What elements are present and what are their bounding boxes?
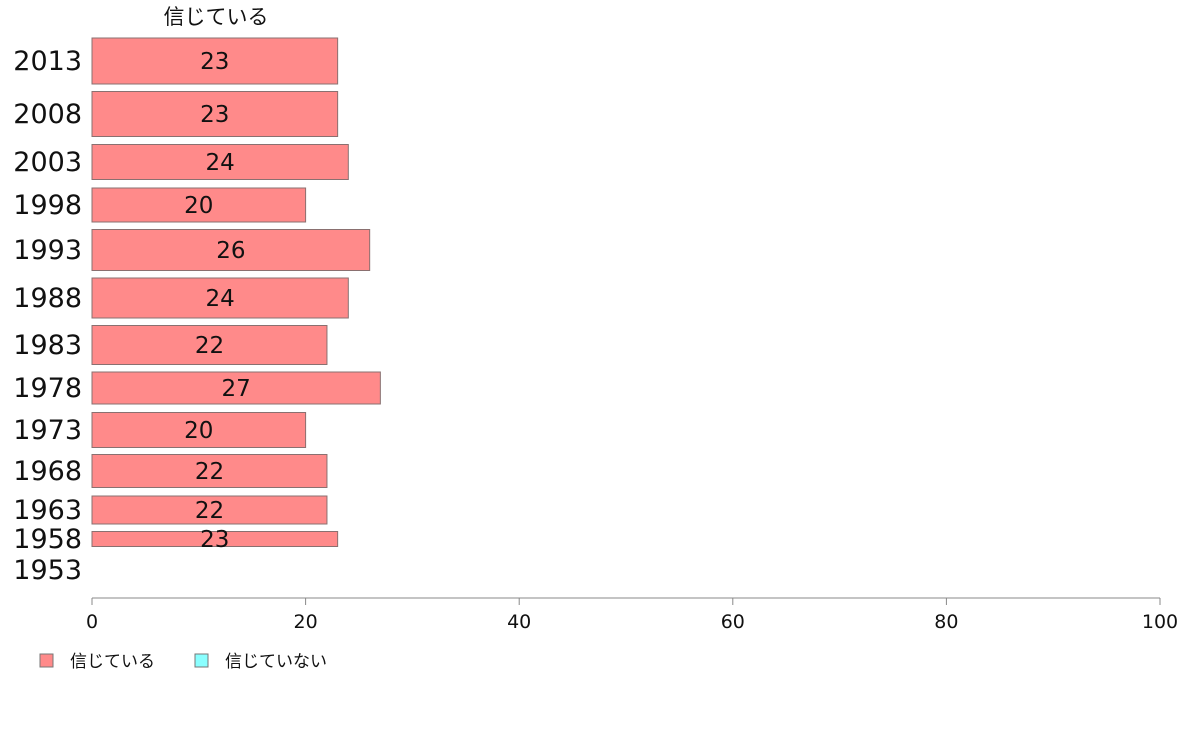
column-title: 信じている [164,5,269,29]
bar-value-label: 23 [200,102,229,128]
legend: 信じている 信じていない [39,652,327,672]
bar-value-label: 22 [195,498,224,524]
bar-value-label: 24 [206,150,235,176]
bar-1993 [91,229,371,271]
legend-label: 信じていない [225,652,327,672]
year-label: 1998 [13,190,82,221]
year-label: 1963 [13,495,82,526]
x-tick-label: 0 [86,611,98,633]
year-label: 1958 [13,524,82,555]
bar-value-label: 22 [195,459,224,485]
x-tick-label: 100 [1142,611,1178,633]
bar-value-label: 23 [200,49,229,75]
bar-value-label: 27 [222,376,251,402]
bar-1963 [91,495,328,525]
year-labels-group: 2013 2008 2003 1998 1993 1988 1983 1978 1973 1968… [13,46,82,586]
x-tick-label: 20 [294,611,318,633]
bar-1998 [91,187,307,223]
year-label: 1978 [13,373,82,404]
bar-1968 [91,454,328,488]
bar-value-label: 24 [206,286,235,312]
x-tick-label: 40 [507,611,531,633]
bar-2013 [91,37,339,85]
year-label: 2008 [13,99,82,130]
x-axis: 0 20 40 60 80 100 [86,597,1178,633]
year-label: 1993 [13,235,82,266]
legend-label: 信じている [70,652,155,672]
bar-value-label: 22 [195,333,224,359]
bar-value-label: 20 [184,418,213,444]
bar-2003 [91,144,349,180]
legend-swatch [39,653,54,668]
bar-value-label: 20 [184,193,213,219]
bar-value-label: 26 [216,238,245,264]
year-label: 1988 [13,283,82,314]
year-label: 1953 [13,555,82,586]
bar-1958 [91,531,339,547]
x-tick-label: 60 [721,611,745,633]
year-label: 2003 [13,147,82,178]
bar-2008 [91,91,339,137]
x-tick-label: 80 [934,611,958,633]
bar-1973 [91,412,307,448]
bar-1988 [91,277,349,319]
year-label: 1968 [13,456,82,487]
bar-1978 [91,371,381,405]
bar-1983 [91,325,328,365]
year-label: 1973 [13,415,82,446]
year-label: 2013 [13,46,82,77]
legend-swatch [194,653,209,668]
year-label: 1983 [13,330,82,361]
bar-value-label: 23 [200,527,229,553]
